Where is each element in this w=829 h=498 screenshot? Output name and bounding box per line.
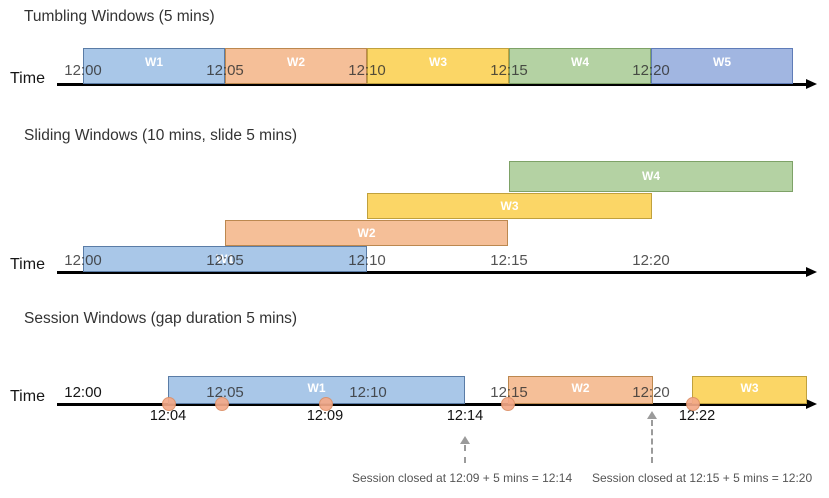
session-window-w3: W3 [692, 376, 807, 404]
event-label-1204: 12:04 [149, 408, 187, 424]
window-label: W2 [287, 55, 305, 69]
sliding-section-title: Sliding Windows (10 mins, slide 5 mins) [24, 127, 298, 144]
window-label: W5 [713, 55, 731, 69]
event-dot-1205 [215, 397, 229, 411]
window-label: W1 [307, 381, 326, 395]
tumbling-window-w3: W3 [367, 48, 509, 84]
session-time-label: Time [10, 388, 45, 405]
session-annotation-2: Session closed at 12:15 + 5 mins = 12:20 [592, 471, 813, 485]
session-window-w2: W2 [508, 376, 653, 404]
tumbling-window-w4: W4 [509, 48, 651, 84]
session-tick-1200: 12:00 [64, 384, 102, 401]
sliding-tick-1210: 12:10 [348, 252, 386, 269]
event-label-1209: 12:09 [306, 408, 344, 424]
sliding-time-label: Time [10, 256, 45, 273]
sliding-window-w2: W2 [225, 220, 508, 246]
event-dot-1215 [501, 397, 515, 411]
window-label: W1 [216, 252, 234, 266]
window-label: W4 [571, 55, 589, 69]
tumbling-axis-arrowhead-icon [806, 79, 817, 89]
session-annotation-1: Session closed at 12:09 + 5 mins = 12:14 [352, 471, 573, 485]
session-time-axis [57, 403, 809, 406]
tumbling-tick-1215: 12:15 [490, 62, 528, 79]
tumbling-tick-1200: 12:00 [64, 62, 102, 79]
session-tick-1220: 12:20 [632, 384, 670, 401]
session-axis-arrowhead-icon [806, 399, 817, 409]
annotation-dashed-line [464, 445, 466, 463]
sliding-window-w3: W3 [367, 193, 652, 219]
sliding-tick-1200: 12:00 [64, 252, 102, 269]
window-label: W1 [145, 55, 163, 69]
annotation-dashed-line [651, 420, 653, 463]
event-dot-1209 [319, 397, 333, 411]
annotation-arrow-up-icon [460, 436, 470, 444]
event-dot-1222 [686, 397, 700, 411]
session-tick-1210: 12:10 [349, 384, 387, 401]
tumbling-window-w2: W2 [225, 48, 367, 84]
sliding-window-w4: W4 [509, 161, 793, 192]
sliding-window-w1: W1 [83, 246, 367, 272]
window-label: W2 [357, 226, 376, 240]
annotation-arrow-up-icon [647, 411, 657, 419]
sliding-tick-1205: 12:05 [206, 252, 244, 269]
window-label: W3 [740, 381, 759, 395]
tumbling-section-title: Tumbling Windows (5 mins) [24, 8, 215, 25]
sliding-tick-1220: 12:20 [632, 252, 670, 269]
session-tick-1205: 12:05 [206, 384, 244, 401]
tumbling-time-label: Time [10, 70, 45, 87]
window-label: W4 [642, 169, 660, 183]
sliding-time-axis [57, 271, 809, 274]
tumbling-time-axis [57, 83, 809, 86]
event-dot-1204 [162, 397, 176, 411]
window-label: W3 [429, 55, 447, 69]
tumbling-tick-1220: 12:20 [632, 62, 670, 79]
tumbling-tick-1210: 12:10 [348, 62, 386, 79]
window-label: W2 [571, 381, 590, 395]
window-label: W3 [500, 199, 519, 213]
tumbling-window-w5: W5 [651, 48, 793, 84]
session-tick-1215: 12:15 [490, 384, 528, 401]
tumbling-tick-1205: 12:05 [206, 62, 244, 79]
sliding-axis-arrowhead-icon [806, 267, 817, 277]
event-label-1214: 12:14 [446, 408, 484, 424]
session-section-title: Session Windows (gap duration 5 mins) [24, 310, 298, 327]
sliding-tick-1215: 12:15 [490, 252, 528, 269]
tumbling-window-w1: W1 [83, 48, 225, 84]
event-label-1222: 12:22 [678, 408, 716, 424]
